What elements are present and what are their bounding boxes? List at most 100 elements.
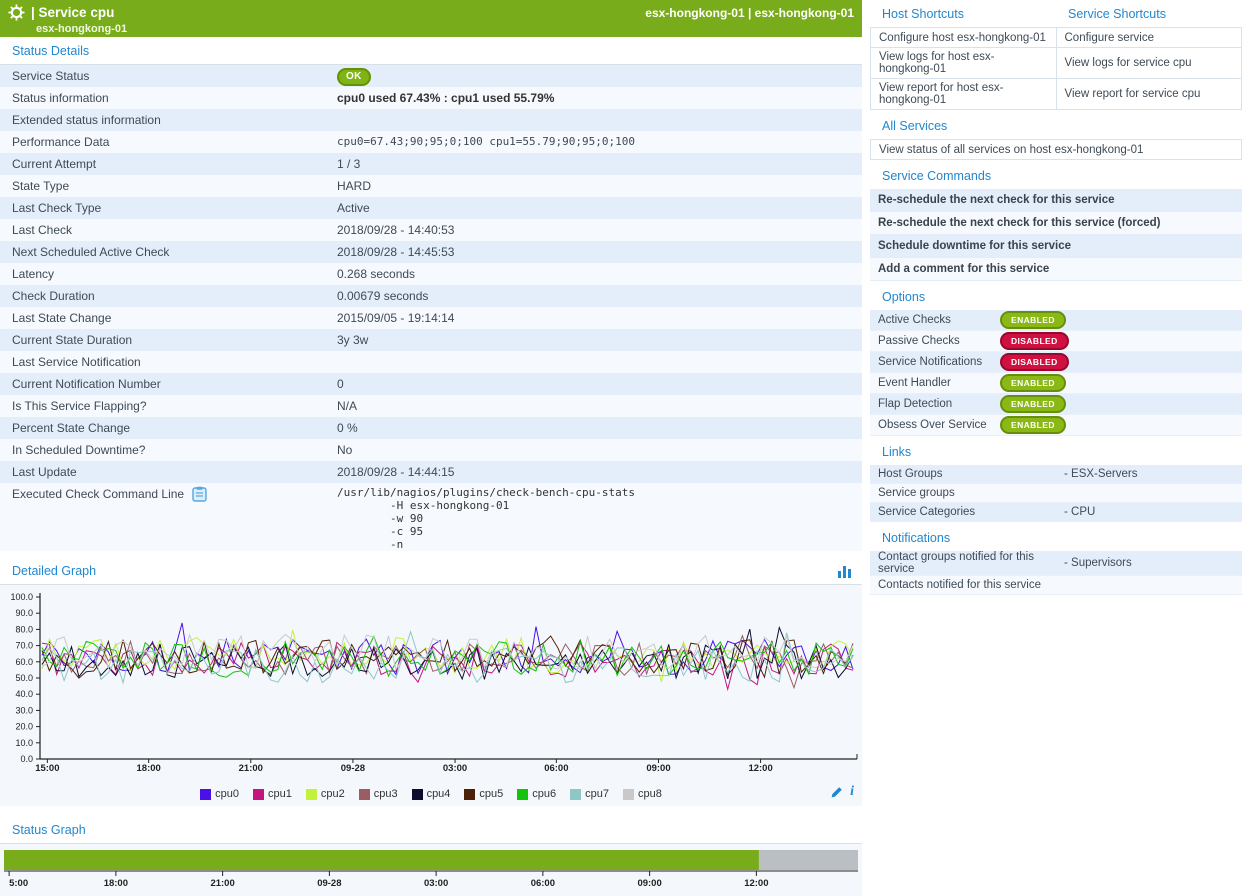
host-link-top-right[interactable]: esx-hongkong-01 | esx-hongkong-01 (645, 6, 854, 20)
status-row: Last Service Notification (0, 351, 862, 373)
status-row-value: No (337, 443, 353, 457)
option-row[interactable]: Flap Detection ENABLED (870, 394, 1242, 415)
cpu5-color-swatch (464, 788, 476, 800)
right-panel: Host Shortcuts Service Shortcuts Configu… (870, 0, 1242, 595)
service-command-link[interactable]: Add a comment for this service (870, 258, 1242, 281)
status-row-label: Last Check Type (12, 201, 102, 215)
status-row-label: Last Check (12, 223, 73, 237)
link-value[interactable]: - ESX-Servers (1064, 468, 1138, 480)
gear-icon[interactable] (8, 4, 25, 21)
svg-text:18:00: 18:00 (104, 878, 128, 889)
status-segment-ok (4, 850, 759, 870)
shortcut-link[interactable]: Configure host esx-hongkong-01 (870, 27, 1057, 48)
status-row-label: Executed Check Command Line (0, 483, 337, 502)
legend-label: cpu1 (267, 788, 292, 800)
options-list: Active Checks ENABLED Passive Checks DISABL… (870, 310, 1242, 436)
pencil-icon[interactable] (830, 786, 843, 799)
service-command-link[interactable]: Re-schedule the next check for this serv… (870, 212, 1242, 235)
status-row: Service Status OK (0, 65, 862, 87)
service-command-link[interactable]: Schedule downtime for this service (870, 235, 1242, 258)
option-row[interactable]: Passive Checks DISABLED (870, 331, 1242, 352)
status-graph-heading-label: Status Graph (12, 823, 86, 837)
svg-text:60.0: 60.0 (15, 657, 33, 667)
svg-text:30.0: 30.0 (15, 705, 33, 715)
status-row-value: 0 (337, 377, 344, 391)
info-icon[interactable]: i (850, 784, 854, 799)
option-row[interactable]: Service Notifications DISABLED (870, 352, 1242, 373)
status-row-value: 0.00679 seconds (337, 289, 429, 303)
link-row: Service groups (870, 484, 1242, 503)
service-commands-list: Re-schedule the next check for this serv… (870, 189, 1242, 281)
all-services-link[interactable]: View status of all services on host esx-… (870, 139, 1242, 160)
shortcut-row: View logs for host esx-hongkong-01 View l… (870, 47, 1242, 79)
service-commands-heading: Service Commands (882, 169, 992, 183)
option-state-badge: ENABLED (1000, 415, 1066, 435)
status-row-value: Active (337, 201, 370, 215)
status-row-value: 2015/09/05 - 19:14:14 (337, 311, 455, 325)
status-row: Next Scheduled Active Check 2018/09/28 - … (0, 241, 862, 263)
shortcut-link[interactable]: View report for host esx-hongkong-01 (870, 78, 1057, 110)
links-heading: Links (882, 445, 912, 459)
service-command-link[interactable]: Re-schedule the next check for this serv… (870, 189, 1242, 212)
status-row-label: Next Scheduled Active Check (12, 245, 170, 259)
legend-item-cpu4: cpu4 (411, 788, 450, 800)
option-state-badge: DISABLED (1000, 352, 1069, 372)
option-row[interactable]: Event Handler ENABLED (870, 373, 1242, 394)
chart-series-cpu1 (41, 641, 854, 692)
status-row: Is This Service Flapping? N/A (0, 395, 862, 417)
legend-label: cpu3 (373, 788, 398, 800)
chart-series-cpu4 (41, 625, 854, 681)
notification-row: Contact groups notified for this service… (870, 551, 1242, 576)
status-timeline-bar: 5:00 18:00 21:00 09-28 03:00 06:00 09:00 12:00 (4, 850, 858, 889)
option-state-badge: ENABLED (1000, 394, 1066, 414)
legend-label: cpu0 (215, 788, 239, 800)
status-row-label: Latency (12, 267, 55, 281)
legend-item-cpu5: cpu5 (464, 788, 503, 800)
legend-item-cpu0: cpu0 (200, 788, 239, 800)
legend-label: cpu5 (479, 788, 504, 800)
all-services-heading: All Services (882, 119, 948, 133)
status-row-label: Last State Change (12, 311, 112, 325)
status-row-value: cpu0 used 67.43% : cpu1 used 55.79% (337, 91, 555, 105)
status-row-label: Last Update (12, 465, 77, 479)
options-heading: Options (882, 290, 926, 304)
shortcut-link[interactable]: Configure service (1055, 27, 1242, 48)
bar-chart-icon[interactable] (838, 565, 852, 578)
legend-item-cpu1: cpu1 (252, 788, 292, 800)
status-row-value: 2018/09/28 - 14:44:15 (337, 465, 455, 479)
svg-text:06:00: 06:00 (544, 763, 568, 774)
notifications-heading: Notifications (882, 531, 951, 545)
svg-text:15:00: 15:00 (35, 763, 59, 774)
option-row[interactable]: Active Checks ENABLED (870, 310, 1242, 331)
cpu6-color-swatch (517, 788, 529, 800)
status-row-value: 2018/09/28 - 14:45:53 (337, 245, 455, 259)
legend-label: cpu8 (638, 788, 662, 800)
shortcut-link[interactable]: View report for service cpu (1055, 78, 1242, 110)
chart-series-cpu5 (41, 635, 854, 679)
status-row-label: Check Duration (12, 289, 95, 303)
shortcut-link[interactable]: View logs for host esx-hongkong-01 (870, 47, 1057, 79)
svg-text:09-28: 09-28 (341, 763, 365, 774)
svg-text:20.0: 20.0 (15, 722, 33, 732)
link-label: Host Groups (878, 468, 943, 480)
notification-label: Contacts notified for this service (878, 579, 1041, 591)
status-row-label: Percent State Change (12, 421, 131, 435)
option-row[interactable]: Obsess Over Service ENABLED (870, 415, 1242, 436)
legend-label: cpu2 (320, 788, 345, 800)
cpu8-color-swatch (623, 788, 634, 800)
link-value[interactable]: - CPU (1064, 506, 1096, 518)
status-row-label: Status information (12, 91, 109, 105)
status-row-value: 0.268 seconds (337, 267, 416, 281)
cpu7-color-swatch (570, 788, 582, 800)
cpu2-color-swatch (305, 788, 317, 800)
svg-text:90.0: 90.0 (15, 608, 33, 618)
service-status-badge: OK (337, 67, 371, 86)
legend-items: cpu0 cpu1 cpu2 cpu3 cpu4 cpu5 cpu6 cpu7 cpu8 (193, 788, 669, 800)
shortcut-link[interactable]: View logs for service cpu (1055, 47, 1242, 79)
status-row: Current State Duration 3y 3w (0, 329, 862, 351)
clipboard-icon[interactable] (192, 486, 207, 502)
status-row-value: cpu0=67.43;90;95;0;100 cpu1=55.79;90;95;… (337, 135, 636, 148)
notification-value[interactable]: - Supervisors (1064, 557, 1132, 569)
svg-text:12:00: 12:00 (744, 878, 768, 889)
chart-legend: cpu0 cpu1 cpu2 cpu3 cpu4 cpu5 cpu6 cpu7 cpu8 i (0, 784, 862, 804)
